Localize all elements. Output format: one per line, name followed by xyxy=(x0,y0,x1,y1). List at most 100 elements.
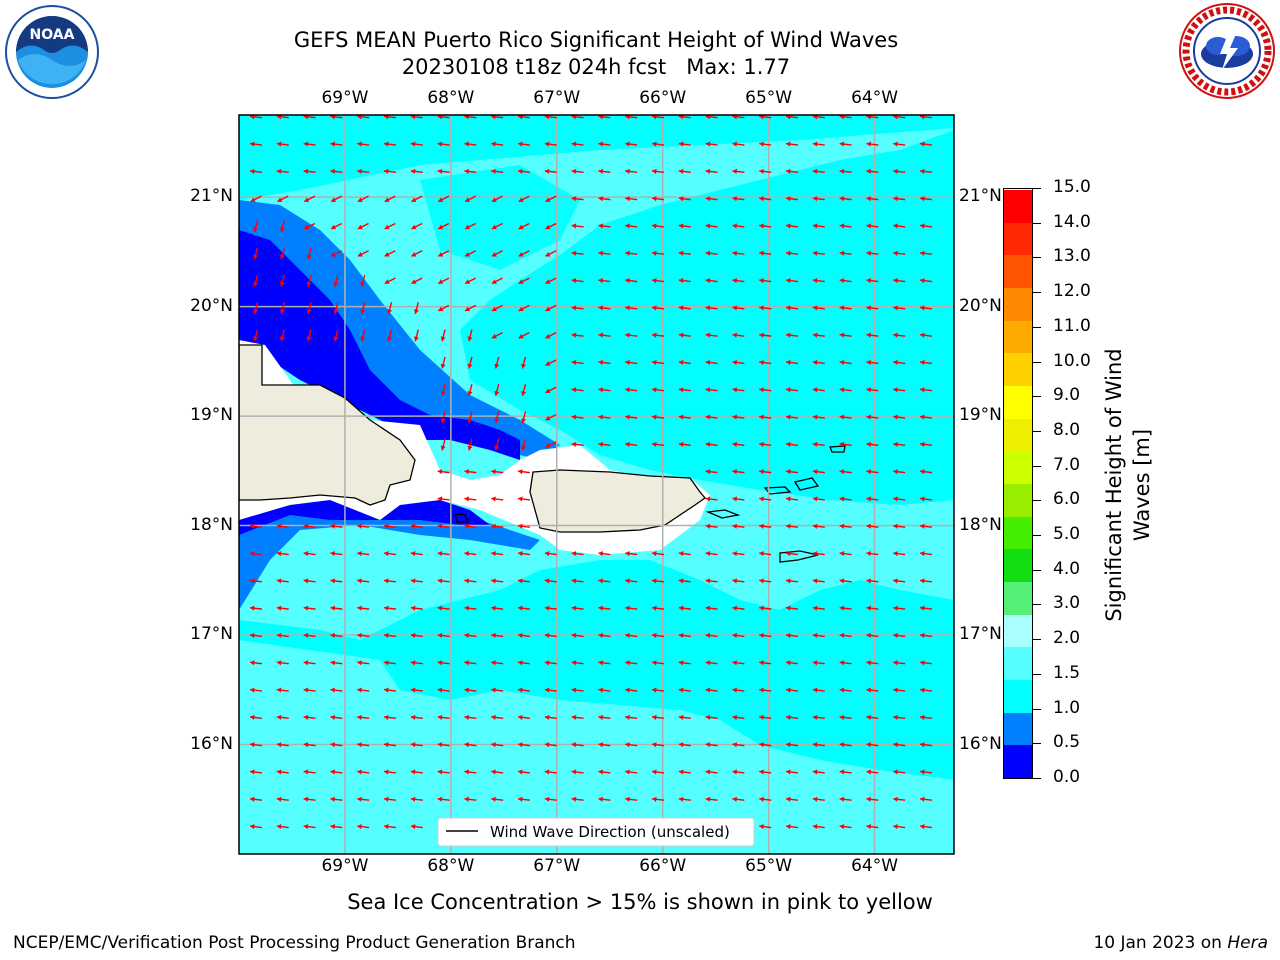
wave-direction-arrowhead xyxy=(732,632,738,639)
wave-direction-arrowhead xyxy=(625,632,630,639)
wave-band-1-0-1-5-top xyxy=(239,115,954,200)
wave-direction-arrowhead xyxy=(276,824,282,830)
wave-direction-arrowhead xyxy=(518,224,524,230)
lon-tick-label-bottom: 64°W xyxy=(851,856,899,876)
wave-direction-arrowhead xyxy=(625,796,630,802)
wave-direction-arrowhead xyxy=(786,469,791,475)
wave-direction-arrowhead xyxy=(303,660,309,666)
wave-direction-arrowhead xyxy=(440,445,446,451)
wave-direction-arrowhead xyxy=(331,251,337,257)
wave-direction-arrowhead xyxy=(786,742,791,748)
wave-direction-arrowhead xyxy=(303,605,309,611)
wave-direction-arrowhead xyxy=(464,632,470,639)
wave-direction-arrowhead xyxy=(437,551,443,557)
wave-direction-arrowhead xyxy=(920,796,925,802)
wave-direction-arrowhead xyxy=(705,223,711,229)
wave-direction-arrowhead xyxy=(545,443,551,448)
wave-direction-arrowhead xyxy=(812,359,818,366)
wave-direction-arrowhead xyxy=(920,141,925,147)
wave-direction-arrowhead xyxy=(491,742,496,748)
wave-direction-arrowhead xyxy=(705,278,711,284)
colorbar-tick-mark xyxy=(1033,361,1041,363)
wave-direction-arrowhead xyxy=(732,714,738,720)
wave-direction-arrowhead xyxy=(303,742,309,748)
wave-direction-arrowhead xyxy=(839,605,845,611)
wave-direction-arrowhead xyxy=(705,714,711,720)
wave-direction-arrowhead xyxy=(279,281,285,287)
wave-direction-arrowhead xyxy=(705,742,711,748)
wave-direction-arrowhead xyxy=(491,141,496,147)
wave-direction-arrowhead xyxy=(866,496,872,502)
wave-direction-arrowhead xyxy=(598,250,604,256)
wave-direction-arrowhead xyxy=(357,769,362,775)
wave-direction-arrowhead xyxy=(518,251,524,257)
colorbar-tick-mark xyxy=(1033,292,1041,294)
wave-direction-arrowhead xyxy=(330,660,336,666)
wave-direction-arrowhead xyxy=(920,305,925,311)
wave-direction-arrowhead xyxy=(625,223,630,229)
wave-direction-arrowhead xyxy=(652,196,657,202)
colorbar-segment xyxy=(1004,450,1032,484)
wave-direction-arrowhead xyxy=(866,660,872,666)
wave-direction-arrowhead xyxy=(571,305,577,311)
wave-direction-arrowhead xyxy=(732,796,738,802)
wave-direction-arrowhead xyxy=(491,632,496,639)
wave-direction-arrowhead xyxy=(705,496,711,502)
wave-direction-arrowhead xyxy=(812,742,818,748)
wave-direction-arrowhead xyxy=(920,824,925,830)
wave-direction-arrowhead xyxy=(440,391,446,396)
wave-direction-arrowhead xyxy=(598,605,604,611)
wave-direction-arrowhead xyxy=(893,469,898,475)
wave-direction-arrowhead xyxy=(732,305,738,311)
noaa-logo-text: NOAA xyxy=(30,27,75,43)
wave-direction-arrowhead xyxy=(598,305,604,311)
colorbar-tick-label: 6.0 xyxy=(1053,489,1081,510)
wave-direction-arrowhead xyxy=(571,632,577,639)
wave-direction-arrowhead xyxy=(494,445,500,451)
wave-direction-arrowhead xyxy=(678,414,684,420)
wave-direction-arrowhead xyxy=(304,224,310,230)
wave-direction-arrowhead xyxy=(306,336,312,342)
wave-direction-arrowhead xyxy=(759,278,764,284)
wave-direction-arrowhead xyxy=(678,332,684,338)
wave-direction-arrowhead xyxy=(333,309,339,314)
wave-direction-arrowhead xyxy=(306,309,312,314)
wave-direction-arrowhead xyxy=(705,414,711,420)
wave-direction-arrowhead xyxy=(598,359,604,366)
wave-direction-arrowhead xyxy=(544,769,550,775)
colorbar-tick-mark xyxy=(1033,535,1041,537)
wave-direction-arrowhead xyxy=(893,687,898,693)
wave-direction-arrowhead xyxy=(518,496,523,502)
wave-direction-arrowhead xyxy=(732,359,738,366)
wave-direction-arrowhead xyxy=(625,305,630,311)
wave-direction-arrowhead xyxy=(465,224,471,230)
wave-direction-arrowhead xyxy=(759,168,764,174)
wave-direction-arrowhead xyxy=(812,414,818,420)
wave-direction-arrowhead xyxy=(705,332,711,338)
wave-direction-arrowhead xyxy=(893,115,898,120)
wave-direction-arrowhead xyxy=(491,551,496,557)
wave-direction-arrowhead xyxy=(518,115,523,120)
wave-direction-arrowhead xyxy=(518,279,524,284)
wave-direction-arrowhead xyxy=(839,742,845,748)
wave-direction-arrowhead xyxy=(571,578,577,584)
wave-direction-arrowhead xyxy=(625,196,630,202)
colorbar-segment xyxy=(1004,516,1032,550)
wave-direction-arrowhead xyxy=(467,336,473,342)
wave-direction-arrowhead xyxy=(387,309,393,314)
wave-direction-arrowhead xyxy=(893,632,898,639)
wave-direction-arrowhead xyxy=(571,687,577,693)
wave-direction-arrowhead xyxy=(303,714,309,720)
wave-direction-arrowhead xyxy=(678,578,684,584)
wave-direction-arrowhead xyxy=(491,605,496,611)
wave-direction-arrowhead xyxy=(759,496,764,502)
wave-direction-arrowhead xyxy=(250,824,255,830)
wave-direction-arrowhead xyxy=(812,496,818,502)
wave-direction-arrowhead xyxy=(253,336,259,342)
chart-subtitle-forecast: 20230108 t18z 024h fcst Max: 1.77 xyxy=(401,55,791,79)
wave-direction-arrowhead xyxy=(786,223,791,229)
wave-direction-arrowhead xyxy=(357,551,362,557)
wave-direction-arrowhead xyxy=(357,578,362,584)
wave-direction-arrowhead xyxy=(276,796,282,802)
wave-direction-arrowhead xyxy=(303,115,309,120)
